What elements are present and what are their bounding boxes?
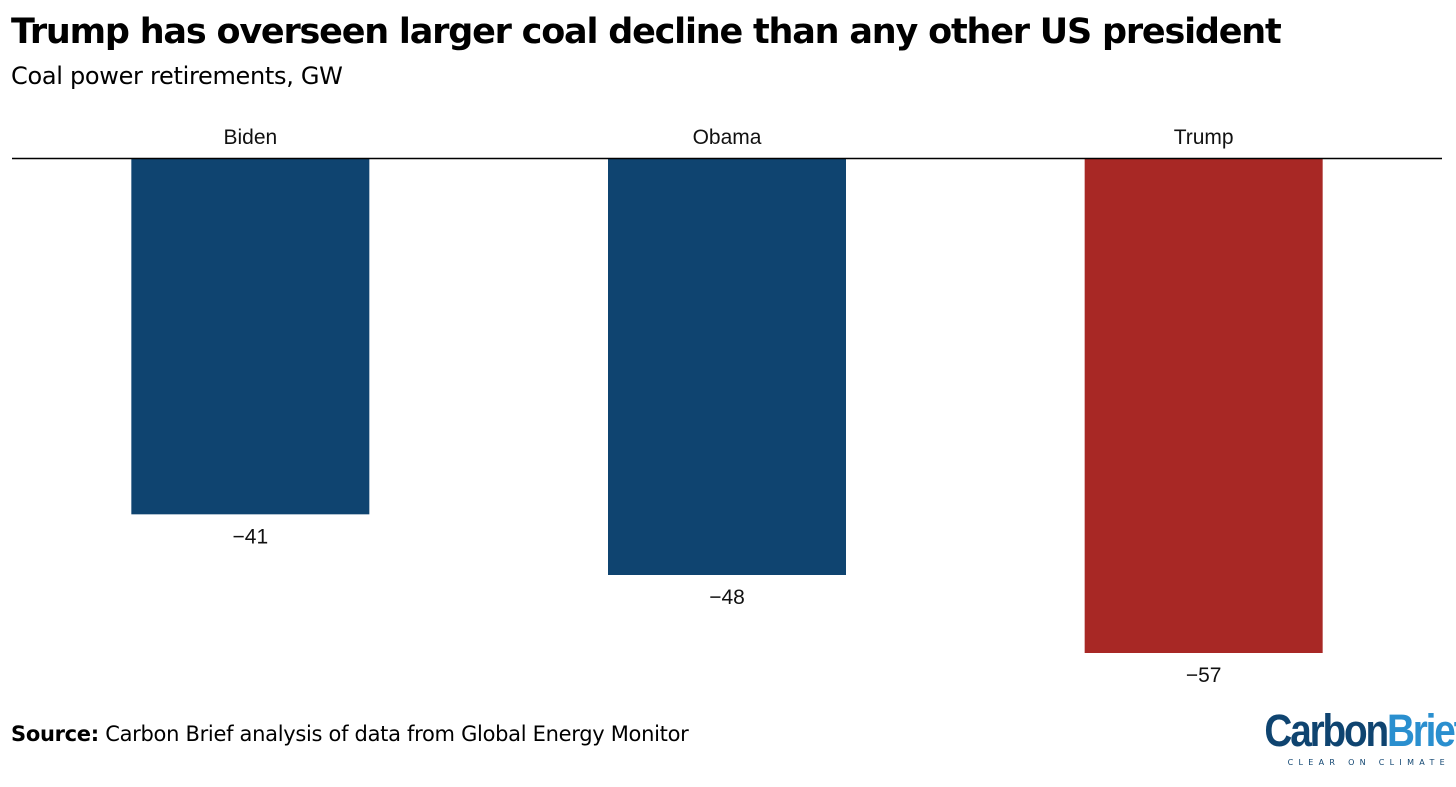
category-label-biden: Biden (223, 126, 277, 149)
logo-tagline: CLEAR ON CLIMATE (1287, 758, 1450, 767)
value-label-trump: −57 (1186, 664, 1222, 687)
category-label-obama: Obama (693, 126, 762, 149)
bar-biden (131, 159, 370, 515)
bar-trump (1084, 159, 1323, 653)
value-label-obama: −48 (709, 586, 745, 609)
value-label-biden: −41 (233, 525, 269, 548)
bar-obama (608, 159, 846, 575)
chart-subtitle: Coal power retirements, GW (11, 62, 343, 90)
source-text: Carbon Brief analysis of data from Globa… (105, 722, 689, 746)
category-label-trump: Trump (1174, 126, 1234, 149)
labels-layer: Biden −41 Obama −48 Trump −57 (223, 126, 1233, 687)
logo-word-carbon: Carbon (1264, 705, 1389, 756)
chart-title: Trump has overseen larger coal decline t… (11, 12, 1282, 52)
bars-layer (131, 159, 1323, 653)
source-note: Source: Carbon Brief analysis of data fr… (11, 719, 689, 749)
source-label: Source: (11, 722, 99, 746)
logo-word-brief: Brief (1386, 705, 1456, 756)
